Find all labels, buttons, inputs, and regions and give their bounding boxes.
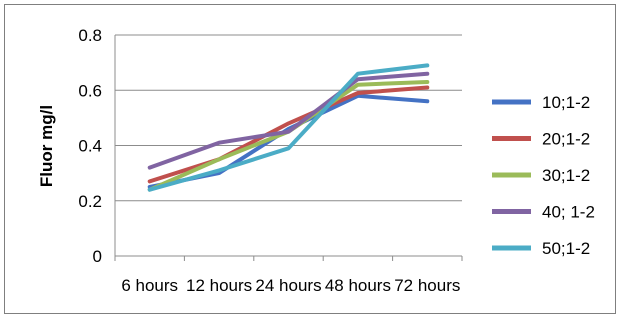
x-tick-label: 48 hours (325, 276, 391, 295)
y-tick-label: 0.8 (78, 26, 102, 45)
legend-label: 30;1-2 (542, 166, 590, 185)
y-tick-labels: 0 0.2 0.4 0.6 0.8 (78, 26, 102, 266)
x-tick-label: 72 hours (394, 276, 460, 295)
series-line-5 (147, 63, 430, 192)
y-tick-label: 0.4 (78, 137, 102, 156)
series-lines (147, 63, 430, 192)
chart-frame (4, 4, 616, 314)
axes (114, 35, 463, 261)
y-tick-label: 0.6 (78, 81, 102, 100)
y-tick-label: 0 (93, 247, 102, 266)
series-line-2 (147, 85, 430, 184)
legend-label: 50;1-2 (542, 239, 590, 258)
x-tick-label: 12 hours (186, 276, 252, 295)
y-axis-title: Fluor mg/l (37, 105, 56, 187)
x-tick-labels: 6 hours 12 hours 24 hours 48 hours 72 hours (121, 276, 460, 295)
series-line-4 (147, 71, 430, 170)
y-tick-label: 0.2 (78, 192, 102, 211)
x-tick-label: 6 hours (121, 276, 178, 295)
legend-label: 10;1-2 (542, 93, 590, 112)
legend-label: 40; 1-2 (542, 203, 595, 222)
legend-label: 20;1-2 (542, 130, 590, 149)
x-tick-label: 24 hours (255, 276, 321, 295)
legend: 10;1-2 20;1-2 30;1-2 40; 1-2 50;1-2 (492, 93, 595, 258)
